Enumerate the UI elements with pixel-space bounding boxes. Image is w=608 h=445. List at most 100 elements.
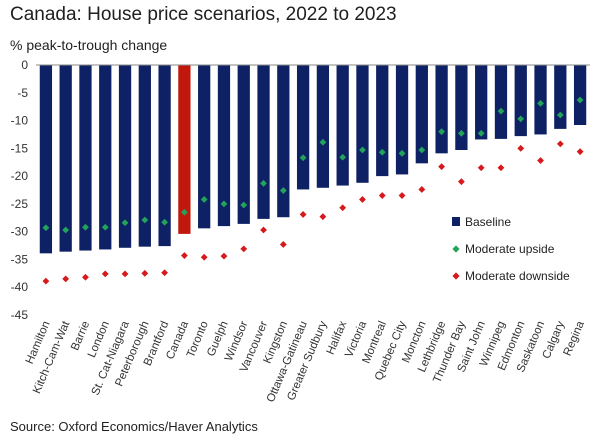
point-downside-edmonton	[517, 144, 525, 152]
bar-saint-john	[475, 65, 488, 140]
bar-st-cat-niagara	[118, 65, 132, 248]
point-downside-moncton	[418, 186, 426, 193]
point-downside-peterborough	[141, 269, 149, 277]
point-downside-ottawa-gatineau	[299, 211, 307, 218]
point-upside-victoria	[359, 146, 366, 154]
point-upside-edmonton	[517, 115, 525, 123]
legend-label-moderate-downside: Moderate downside	[465, 269, 570, 283]
legend-label-moderate-upside: Moderate upside	[465, 242, 555, 256]
point-downside-lethbridge	[438, 163, 446, 171]
point-downside-kitch-cam-wat	[62, 275, 70, 283]
point-upside-kingston	[279, 187, 287, 194]
bar-kitch-cam-wat	[59, 65, 72, 252]
legend-swatch-downside	[452, 272, 460, 280]
point-downside-quebec-city	[398, 192, 406, 199]
bar-vancouver	[257, 65, 270, 219]
point-downside-regina	[576, 148, 584, 156]
point-downside-thunder-bay	[457, 178, 465, 186]
point-upside-lethbridge	[438, 128, 446, 136]
chart-subtitle: % peak-to-trough change	[10, 37, 168, 53]
point-upside-barrie	[82, 223, 89, 231]
chart-source: Source: Oxford Economics/Haver Analytics	[10, 419, 258, 434]
y-tick-label: -10	[11, 114, 29, 128]
point-downside-saskatoon	[537, 157, 544, 164]
bar-lethbridge	[435, 65, 448, 154]
y-tick-label: -20	[11, 169, 29, 183]
bar-peterborough	[138, 65, 151, 247]
point-upside-saint-john	[477, 129, 485, 137]
point-downside-greater-sudbury	[319, 213, 327, 221]
point-upside-moncton	[418, 146, 426, 154]
point-upside-windsor	[240, 201, 248, 209]
point-upside-hamilton	[42, 224, 50, 232]
legend-label-baseline: Baseline	[465, 215, 511, 229]
bar-victoria	[356, 65, 369, 183]
point-downside-canada	[180, 252, 188, 259]
y-tick-label: -45	[11, 308, 29, 322]
point-downside-saint-john	[477, 164, 485, 172]
point-upside-regina	[576, 96, 584, 104]
y-tick-label: -40	[11, 280, 29, 294]
point-upside-kitch-cam-wat	[62, 226, 70, 234]
point-downside-montreal	[378, 192, 386, 199]
bar-calgary	[554, 65, 567, 129]
bar-regina	[573, 65, 587, 125]
point-downside-kingston	[279, 241, 287, 248]
point-downside-hamilton	[42, 277, 50, 285]
bar-london	[99, 65, 112, 250]
point-upside-calgary	[556, 111, 564, 119]
y-tick-label: 0	[21, 58, 28, 72]
point-upside-greater-sudbury	[319, 138, 327, 146]
bar-barrie	[79, 65, 92, 251]
point-upside-saskatoon	[537, 99, 544, 107]
bar-canada	[178, 65, 191, 234]
y-tick-label: -35	[11, 252, 29, 266]
point-downside-london	[101, 270, 109, 278]
point-downside-barrie	[82, 273, 89, 281]
point-upside-thunder-bay	[457, 129, 465, 137]
bar-windsor	[237, 65, 250, 224]
point-downside-winnipeg	[497, 164, 505, 172]
bar-halifax	[336, 65, 349, 186]
bar-brantford	[158, 65, 171, 247]
point-upside-guelph	[220, 200, 228, 208]
bar-edmonton	[514, 65, 527, 137]
y-tick-label: -5	[17, 86, 28, 100]
chart-title: Canada: House price scenarios, 2022 to 2…	[10, 4, 397, 25]
point-downside-toronto	[200, 253, 208, 261]
point-upside-winnipeg	[497, 107, 505, 115]
y-tick-label: -25	[11, 197, 29, 211]
point-downside-halifax	[339, 204, 347, 212]
point-upside-ottawa-gatineau	[299, 154, 307, 162]
point-downside-windsor	[240, 245, 248, 253]
point-upside-peterborough	[141, 216, 149, 224]
y-tick-label: -15	[11, 141, 29, 155]
point-upside-montreal	[378, 148, 386, 156]
point-upside-toronto	[200, 196, 208, 203]
bar-hamilton	[39, 65, 53, 254]
y-tick-label: -30	[11, 225, 29, 239]
bar-guelph	[217, 65, 231, 227]
point-upside-london	[101, 223, 109, 231]
bar-saskatoon	[534, 65, 547, 135]
point-downside-guelph	[220, 252, 228, 260]
legend-swatch-baseline	[452, 217, 460, 226]
point-upside-halifax	[339, 153, 347, 161]
bar-thunder-bay	[455, 65, 468, 150]
point-upside-st-cat-niagara	[121, 219, 129, 227]
point-downside-victoria	[359, 196, 366, 203]
point-upside-vancouver	[260, 179, 267, 187]
point-upside-quebec-city	[398, 149, 406, 157]
bar-greater-sudbury	[316, 65, 330, 188]
point-downside-st-cat-niagara	[121, 270, 129, 278]
point-downside-brantford	[161, 269, 169, 277]
bar-kingston	[277, 65, 290, 218]
point-upside-canada	[180, 208, 188, 216]
bar-moncton	[415, 65, 428, 164]
bar-montreal	[376, 65, 389, 177]
point-upside-brantford	[161, 218, 169, 226]
legend-swatch-upside	[452, 245, 460, 253]
point-downside-vancouver	[260, 226, 267, 234]
